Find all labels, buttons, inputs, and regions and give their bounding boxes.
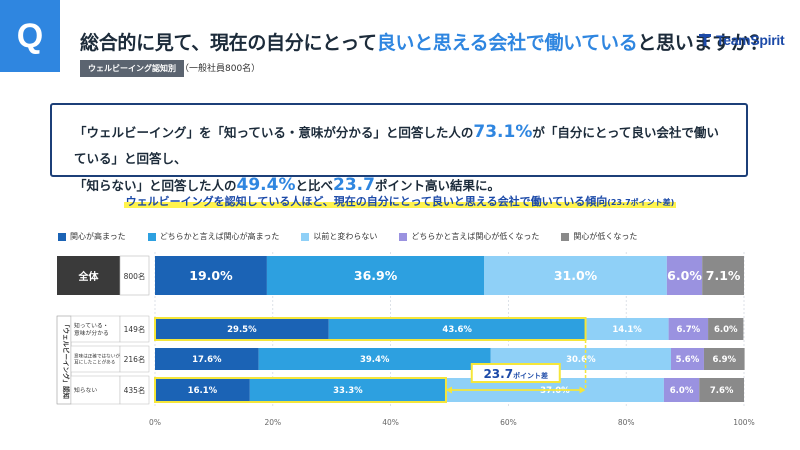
annotation-small: ポイント差	[513, 371, 548, 380]
brand-logo: TeamSpirit	[698, 32, 785, 48]
bar-data-label: 7.6%	[710, 386, 734, 396]
bar-segment	[155, 378, 250, 402]
bar-data-label: 19.0%	[189, 268, 233, 283]
row-label: 知っている・	[74, 322, 109, 330]
question-badge: Q	[0, 0, 60, 72]
row-n-label: 216名	[124, 354, 146, 364]
bar-segment	[585, 318, 669, 340]
legend-swatch-1	[58, 232, 66, 241]
x-tick-label: 0%	[149, 418, 161, 427]
bar-data-label: 7.1%	[706, 268, 741, 283]
annotation-big: 23.7	[483, 367, 513, 381]
row-label: 耳にしたことがある	[74, 359, 115, 366]
bar-data-label: 6.0%	[670, 386, 694, 396]
legend-swatch-4	[399, 232, 408, 241]
annotation-arrow-head-right	[579, 386, 586, 394]
row-label-box	[70, 375, 121, 405]
legend-swatch-3	[301, 232, 310, 241]
bar-segment	[155, 318, 329, 340]
row-label: 知らない	[74, 386, 97, 394]
legend-item-4: どちらかと言えば関心が低くなった	[399, 231, 539, 242]
row-label: 意味は正確ではないが	[74, 353, 120, 360]
bar-data-label: 39.4%	[360, 355, 390, 365]
bar-segment	[258, 348, 491, 370]
row-label: 意味が分かる	[74, 329, 109, 337]
bar-data-label: 6.9%	[712, 355, 736, 365]
bar-segment	[155, 348, 259, 370]
bar-segment	[703, 348, 745, 370]
bar-data-label: 14.1%	[612, 325, 642, 335]
chart-subtitle: ウェルビーイングを認知している人ほど、現在の自分にとって良いと思える会社で働いて…	[123, 195, 677, 208]
bar-segment	[699, 378, 744, 402]
bar-segment	[666, 256, 703, 295]
bar-data-label: 43.6%	[442, 325, 472, 335]
row-n-label: 149名	[124, 324, 146, 334]
bar-segment	[708, 318, 744, 340]
bar-segment	[249, 378, 446, 402]
annotation-box	[470, 363, 561, 383]
bar-segment	[702, 256, 744, 295]
bar-data-label: 29.5%	[227, 325, 257, 335]
row-label-overall: 全体	[78, 270, 100, 283]
bar-segment	[668, 318, 709, 340]
bar-segment	[266, 256, 485, 295]
row-label-box-overall	[57, 256, 120, 295]
legend-item-2: どちらかと言えば関心が高まった	[147, 231, 279, 242]
bar-segment	[663, 378, 700, 402]
legend-item-1: 関心が高まった	[58, 231, 126, 242]
row-n-label: 800名	[124, 271, 146, 281]
sample-note: （一般社員800名）	[180, 64, 261, 74]
bar-segment	[484, 256, 667, 295]
row-n-box	[119, 255, 150, 296]
chart-legend: 関心が高まった どちらかと言えば関心が高まった 以前と変わらない どちらかと言え…	[58, 231, 637, 242]
bar-segment	[328, 318, 586, 340]
group-label: 「ウェルビーイング」認知	[62, 321, 71, 400]
x-tick-label: 60%	[500, 418, 517, 427]
bar-segment	[155, 256, 267, 295]
bar-data-label: 6.0%	[667, 268, 702, 283]
legend-item-3: 以前と変わらない	[301, 231, 377, 242]
bar-data-label: 37.0%	[540, 386, 570, 396]
summary-line-2: 「知らない」と回答した人の49.4%と比べ23.7ポイント高い結果に。	[74, 175, 500, 195]
row-n-box	[119, 375, 150, 405]
row-n-label: 435名	[124, 385, 146, 395]
bar-data-label: 30.6%	[566, 355, 596, 365]
segment-tag: ウェルビーイング認知別	[80, 60, 184, 77]
annotation-arrow-head-left	[445, 386, 452, 394]
row-n-box	[119, 315, 150, 343]
bar-data-label: 31.0%	[554, 268, 598, 283]
x-tick-label: 100%	[733, 418, 754, 427]
row-label-box	[70, 345, 121, 373]
x-tick-label: 40%	[382, 418, 399, 427]
row-n-box	[119, 345, 150, 373]
bar-data-label: 6.7%	[677, 325, 701, 335]
annotation-label: 23.7ポイント差	[483, 367, 548, 381]
question-title: 総合的に見て、現在の自分にとって良いと思える会社で働いていると思いますか？	[80, 32, 769, 54]
legend-item-5: 関心が低くなった	[561, 231, 637, 242]
logo-text: TeamSpirit	[716, 32, 785, 48]
bar-data-label: 5.6%	[676, 355, 700, 365]
legend-swatch-5	[561, 232, 570, 241]
summary-box: 「ウェルビーイング」を「知っている・意味が分かる」と回答した人の73.1%が「自…	[50, 103, 748, 195]
legend-swatch-2	[147, 232, 156, 241]
teamspirit-logo-icon	[699, 34, 711, 46]
bar-data-label: 6.0%	[714, 325, 738, 335]
summary-line-1: 「ウェルビーイング」を「知っている・意味が分かる」と回答した人の73.1%が「自…	[74, 122, 719, 166]
row-label-box	[70, 315, 121, 343]
bar-data-label: 16.1%	[188, 386, 218, 396]
bar-data-label: 36.9%	[354, 268, 398, 283]
highlight-outline	[154, 317, 587, 341]
bar-segment	[670, 348, 704, 370]
x-tick-label: 20%	[264, 418, 281, 427]
bar-data-label: 33.3%	[333, 386, 363, 396]
bar-data-label: 17.6%	[192, 355, 222, 365]
x-tick-label: 80%	[618, 418, 635, 427]
